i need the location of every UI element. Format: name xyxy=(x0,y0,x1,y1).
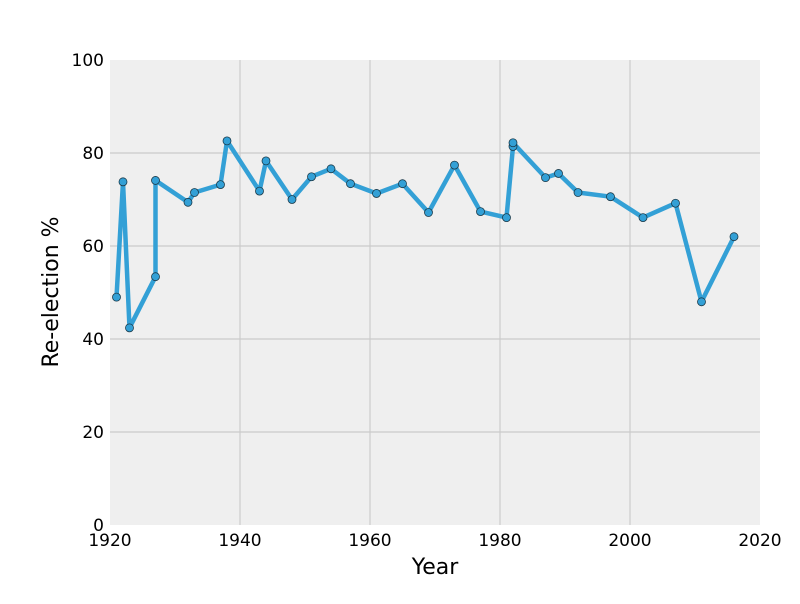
data-point xyxy=(255,186,264,196)
data-point xyxy=(190,188,199,197)
data-point xyxy=(112,292,121,302)
data-point xyxy=(502,213,511,223)
data-point xyxy=(697,297,706,307)
x-tick-label: 1920 xyxy=(88,531,131,551)
data-point xyxy=(125,323,134,333)
data-point xyxy=(307,172,316,182)
data-point xyxy=(424,208,433,217)
data-point xyxy=(671,198,680,208)
data-point xyxy=(398,179,407,189)
data-point xyxy=(508,138,518,148)
plot-area xyxy=(110,60,760,525)
y-tick-label: 0 xyxy=(93,516,104,536)
data-point xyxy=(729,232,739,242)
y-tick-labels: 0 20 40 60 80 100 xyxy=(72,51,104,536)
data-point xyxy=(216,180,225,190)
data-point xyxy=(372,189,381,198)
data-point xyxy=(222,136,232,146)
y-tick-label: 100 xyxy=(72,51,104,71)
data-point xyxy=(287,195,297,204)
data-point xyxy=(151,176,160,185)
grid xyxy=(110,60,760,525)
data-point xyxy=(606,192,615,202)
y-tick-label: 60 xyxy=(82,237,104,257)
x-axis-label: Year xyxy=(411,555,460,580)
x-tick-labels: 1920 1940 1960 1980 2000 2020 xyxy=(88,531,781,551)
y-axis-label: Re-election % xyxy=(39,216,64,367)
y-tick-label: 20 xyxy=(82,423,104,443)
data-point xyxy=(261,156,271,166)
x-tick-label: 1940 xyxy=(218,531,261,551)
x-tick-label: 2000 xyxy=(608,531,651,551)
data-point xyxy=(326,164,336,174)
series xyxy=(112,136,739,333)
x-tick-label: 1960 xyxy=(348,531,391,551)
data-point xyxy=(118,177,128,187)
data-point xyxy=(151,272,160,282)
x-tick-label: 2020 xyxy=(738,531,781,551)
data-point xyxy=(450,160,459,170)
y-tick-label: 40 xyxy=(82,330,104,350)
y-tick-label: 80 xyxy=(82,144,104,164)
data-point xyxy=(346,179,355,189)
data-point xyxy=(573,188,583,197)
data-point xyxy=(476,207,485,216)
data-point xyxy=(541,173,550,183)
x-tick-label: 1980 xyxy=(478,531,521,551)
data-point xyxy=(638,213,648,223)
data-point xyxy=(183,197,193,207)
data-point xyxy=(554,169,563,178)
